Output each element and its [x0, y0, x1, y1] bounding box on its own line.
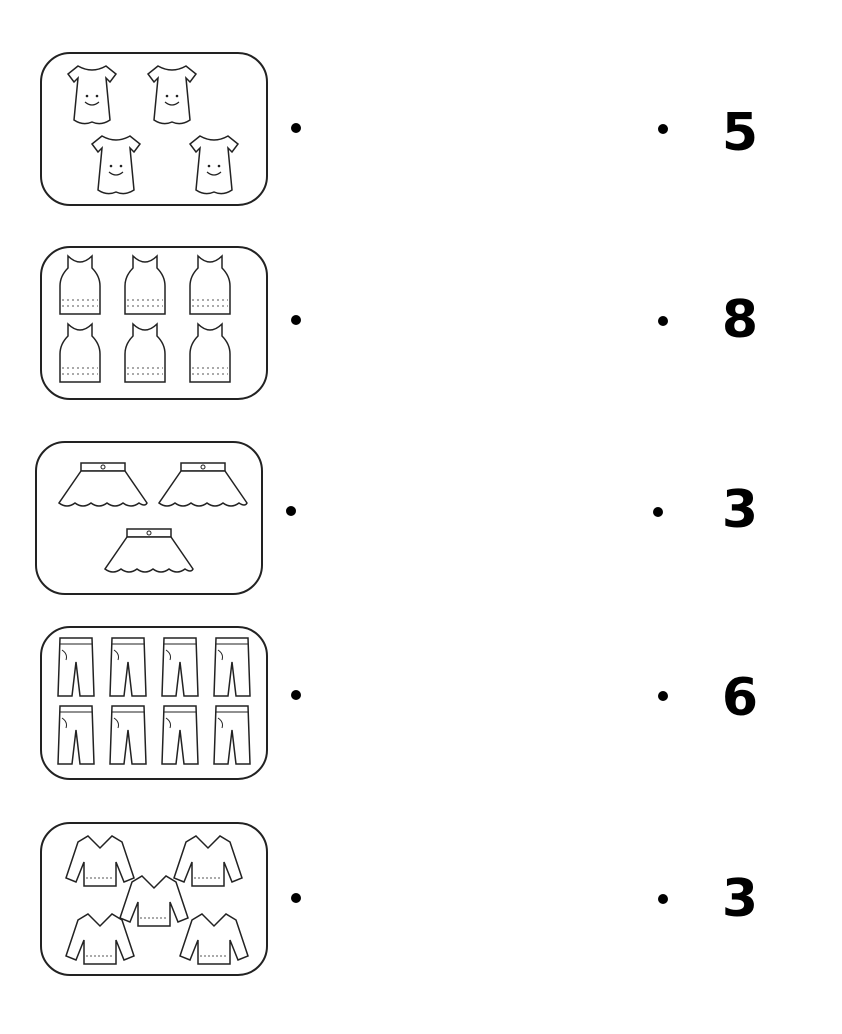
right-match-dot[interactable] [658, 894, 668, 904]
answer-number: 8 [721, 290, 759, 350]
dress-icons [67, 65, 239, 195]
pants-icons [57, 637, 251, 765]
left-match-dot[interactable] [291, 690, 301, 700]
tank-top-picture-box [40, 246, 268, 400]
skirt-picture-box [35, 441, 263, 595]
sweater-picture-box [40, 822, 268, 976]
answer-number: 3 [721, 480, 759, 540]
left-match-dot[interactable] [286, 506, 296, 516]
left-match-dot[interactable] [291, 315, 301, 325]
left-match-dot[interactable] [291, 123, 301, 133]
left-match-dot[interactable] [291, 893, 301, 903]
skirt-icons [58, 462, 248, 573]
pants-picture-box [40, 626, 268, 780]
answer-number: 6 [721, 668, 759, 728]
right-match-dot[interactable] [653, 507, 663, 517]
tank-top-icons [59, 255, 231, 383]
answer-number: 5 [721, 103, 759, 163]
answer-number: 3 [721, 869, 759, 929]
dress-picture-box [40, 52, 268, 206]
right-match-dot[interactable] [658, 124, 668, 134]
right-match-dot[interactable] [658, 316, 668, 326]
right-match-dot[interactable] [658, 691, 668, 701]
sweater-icons [65, 835, 249, 965]
